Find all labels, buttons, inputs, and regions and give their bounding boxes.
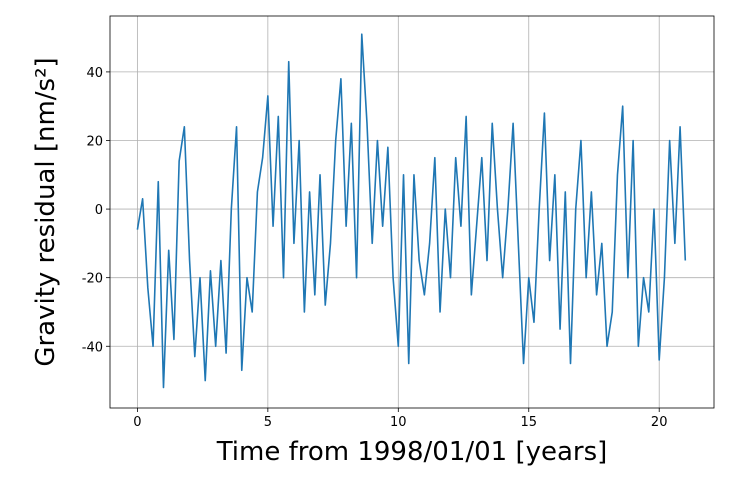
y-tick-label: 40 <box>86 66 103 81</box>
y-axis-label: Gravity residual [nm/s²] <box>31 57 61 366</box>
data-line <box>136 33 687 389</box>
x-axis-label: Time from 1998/01/01 [years] <box>216 437 608 467</box>
y-tick-label: -20 <box>82 272 103 287</box>
y-tick-label: -40 <box>82 340 103 355</box>
x-tick-label: 0 <box>133 415 141 430</box>
x-tick-label: 10 <box>390 415 407 430</box>
x-tick-label: 5 <box>264 415 272 430</box>
y-tick-label: 20 <box>86 134 103 149</box>
plot-frame <box>109 15 715 409</box>
y-tick-label: 0 <box>95 203 103 218</box>
x-tick-label: 15 <box>520 415 537 430</box>
x-tick-label: 20 <box>651 415 668 430</box>
